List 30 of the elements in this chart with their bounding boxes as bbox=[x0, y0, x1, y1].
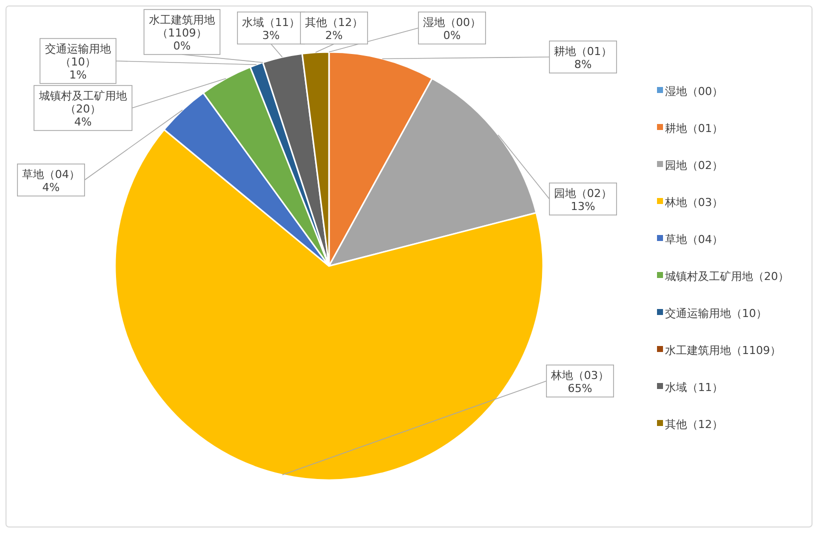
legend-label: 湿地（00） bbox=[665, 85, 723, 98]
slice-label: 园地（02） bbox=[554, 187, 612, 200]
legend-label: 水工建筑用地（1109） bbox=[665, 344, 781, 357]
data-label: 2% bbox=[325, 29, 343, 42]
category-label: 湿地（00） bbox=[423, 16, 481, 29]
data-label: 13% bbox=[570, 200, 596, 213]
legend-label: 园地（02） bbox=[665, 159, 723, 172]
legend-label: 林地（03） bbox=[664, 196, 723, 209]
legend-label: 交通运输用地（10） bbox=[665, 307, 767, 320]
data-label: 8% bbox=[574, 58, 592, 71]
data-label: 65% bbox=[568, 382, 592, 395]
slice-label: 耕地（01） bbox=[554, 45, 612, 58]
legend-label: 城镇村及工矿用地（20） bbox=[664, 270, 789, 283]
data-label: 3% bbox=[262, 29, 280, 42]
legend-label: 水域（11） bbox=[665, 381, 723, 394]
text: 0% bbox=[443, 29, 461, 42]
slice-label: 其他（12） bbox=[305, 16, 363, 29]
legend-label: 耕地（01） bbox=[665, 122, 723, 135]
data-label: 1% bbox=[69, 68, 87, 82]
legend-label: 草地（04） bbox=[665, 233, 723, 246]
slice-label: 水域（11） bbox=[242, 16, 300, 29]
data-label: 4% bbox=[42, 181, 60, 194]
slice-label: 交通运输用地（10） bbox=[45, 42, 111, 68]
slice-label: 城镇村及工矿用地（20） bbox=[38, 90, 127, 116]
slice-label: 草地（04） bbox=[22, 168, 80, 181]
category-label: 水工建筑用地（1109） bbox=[149, 14, 215, 40]
text: 0% bbox=[173, 40, 191, 52]
legend-label: 其他（12） bbox=[665, 418, 723, 431]
data-label: 4% bbox=[74, 116, 92, 128]
slice-label: 林地（03） bbox=[550, 369, 609, 382]
